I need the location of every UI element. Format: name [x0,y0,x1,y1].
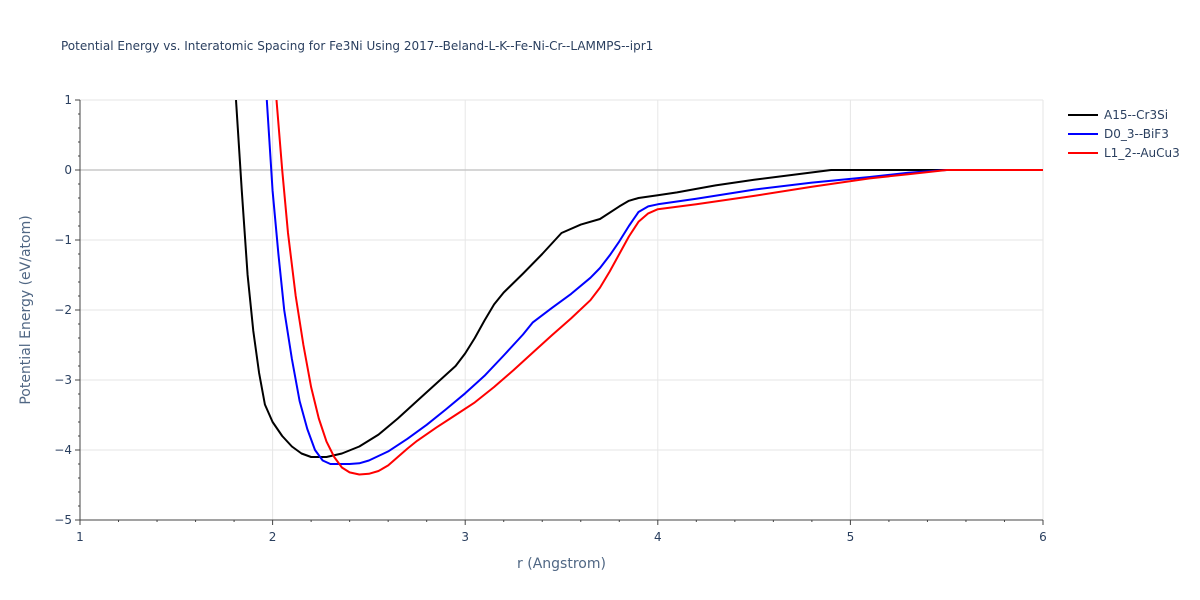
y-tick-label: 0 [64,163,72,177]
legend-item-label[interactable]: A15--Cr3Si [1104,108,1168,122]
x-tick-label: 1 [76,530,84,544]
y-tick-label: −2 [54,303,72,317]
chart-title: Potential Energy vs. Interatomic Spacing… [61,39,653,53]
y-tick-label: −3 [54,373,72,387]
x-tick-label: 4 [654,530,662,544]
x-tick-label: 6 [1039,530,1047,544]
x-tick-label: 3 [461,530,469,544]
series-line-2 [275,100,1043,476]
legend[interactable]: A15--Cr3Si D0_3--BiF3 L1_2--AuCu3 [1068,108,1180,160]
y-axis-ticks: 1 0 −1 −2 −3 −4 −5 [54,93,80,527]
y-tick-label: 1 [64,93,72,107]
series-line-1 [265,100,1043,465]
x-axis-title: r (Angstrom) [517,556,606,572]
y-tick-label: −5 [54,513,72,527]
series-layer [235,100,1043,476]
x-tick-label: 2 [269,530,277,544]
x-tick-label: 5 [847,530,855,544]
legend-item-label[interactable]: D0_3--BiF3 [1104,127,1169,141]
series-line-0 [235,100,1043,458]
y-tick-label: −1 [54,233,72,247]
legend-item-label[interactable]: L1_2--AuCu3 [1104,146,1180,160]
y-tick-label: −4 [54,443,72,457]
x-axis-ticks: 1 2 3 4 5 6 [76,520,1047,544]
y-axis-title: Potential Energy (eV/atom) [18,215,34,404]
